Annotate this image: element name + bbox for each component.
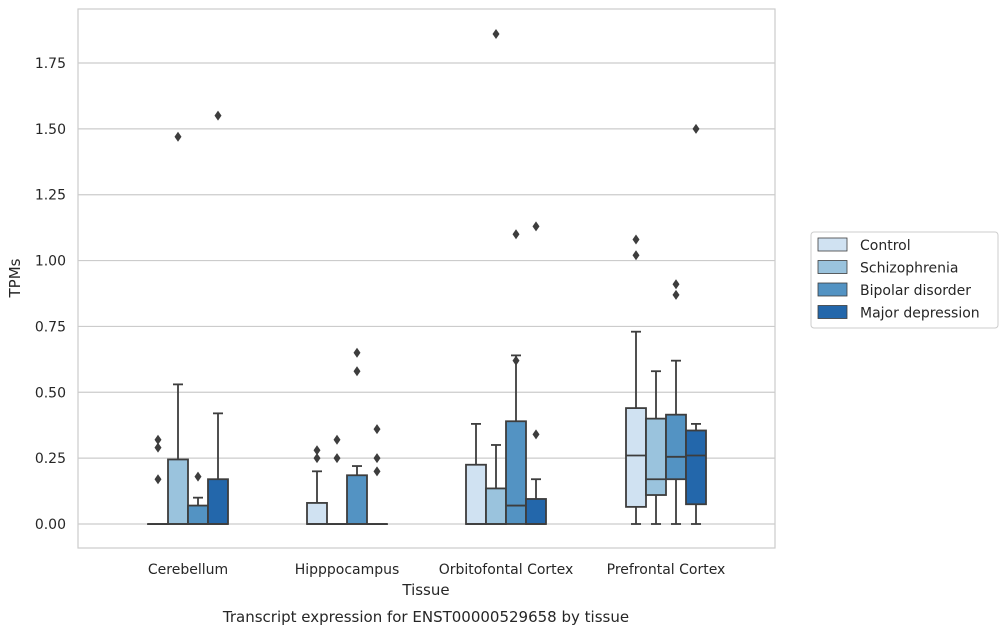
legend-swatch [817, 237, 848, 252]
outlier-point [214, 110, 222, 121]
legend-swatch [817, 260, 848, 274]
box [207, 478, 229, 525]
legend-swatch [817, 282, 848, 297]
outlier-point [373, 453, 381, 464]
box [187, 504, 209, 525]
y-tick-label: 1.00 [35, 254, 66, 270]
box [167, 458, 189, 525]
y-axis-label: TPMs [6, 258, 24, 298]
y-tick-label: 1.75 [35, 56, 66, 72]
box [346, 474, 368, 525]
plot-area-frame [77, 8, 776, 549]
box [625, 407, 647, 508]
outlier-point [154, 434, 162, 445]
box [505, 420, 527, 525]
chart-caption: Transcript expression for ENST0000052965… [222, 608, 629, 626]
box [465, 463, 487, 525]
y-tick-labels: 0.00 0.25 0.50 0.75 1.00 1.25 1.50 1.75 [35, 56, 66, 533]
x-tick-labels: Cerebellum Hipppocampus Orbitofontal Corte… [148, 562, 725, 578]
legend: Control Schizophrenia Bipolar disorder Majo… [810, 231, 999, 329]
series-schizophrenia [167, 29, 667, 526]
legend-label: Control [860, 238, 911, 254]
series-control [147, 234, 647, 526]
y-tick-label: 0.25 [35, 451, 66, 467]
outlier-point [512, 229, 520, 240]
y-tick-label: 1.25 [35, 188, 66, 204]
y-tick-label: 0.75 [35, 319, 66, 335]
box-series [147, 29, 707, 526]
box [645, 417, 667, 496]
outlier-point [313, 445, 321, 456]
outlier-point [154, 442, 162, 453]
x-tick-label: Orbitofontal Cortex [439, 562, 574, 578]
series-bipolar-disorder [187, 229, 687, 525]
outlier-point [154, 474, 162, 485]
box [306, 502, 328, 525]
outlier-point [333, 453, 341, 464]
outlier-point [373, 466, 381, 477]
outlier-point [672, 289, 680, 300]
legend-swatch [817, 305, 848, 319]
outlier-point [672, 279, 680, 290]
outlier-point [532, 429, 540, 440]
outlier-point [373, 424, 381, 435]
outlier-point [194, 471, 202, 482]
y-tick-label: 0.50 [35, 385, 66, 401]
outlier-point [632, 250, 640, 261]
outlier-point [492, 29, 500, 40]
box [665, 413, 687, 481]
outlier-point [692, 123, 700, 134]
outlier-point [512, 355, 520, 366]
x-axis-label: Tissue [401, 581, 449, 599]
outlier-point [353, 347, 361, 358]
outlier-point [174, 131, 182, 142]
y-tick-label: 0.00 [35, 517, 66, 533]
y-tick-label: 1.50 [35, 122, 66, 138]
legend-label: Bipolar disorder [860, 283, 971, 299]
x-tick-label: Prefrontal Cortex [607, 562, 726, 578]
x-tick-label: Hipppocampus [295, 562, 400, 578]
box [685, 429, 707, 506]
series-major-depression [207, 110, 707, 526]
outlier-point [353, 366, 361, 377]
box [485, 487, 507, 525]
legend-label: Major depression [860, 306, 980, 322]
box [525, 498, 547, 525]
outlier-point [313, 453, 321, 464]
outlier-point [532, 221, 540, 232]
x-tick-label: Cerebellum [148, 562, 228, 578]
outlier-point [632, 234, 640, 245]
legend-label: Schizophrenia [860, 261, 958, 277]
outlier-point [333, 434, 341, 445]
legend-frame [810, 231, 999, 329]
